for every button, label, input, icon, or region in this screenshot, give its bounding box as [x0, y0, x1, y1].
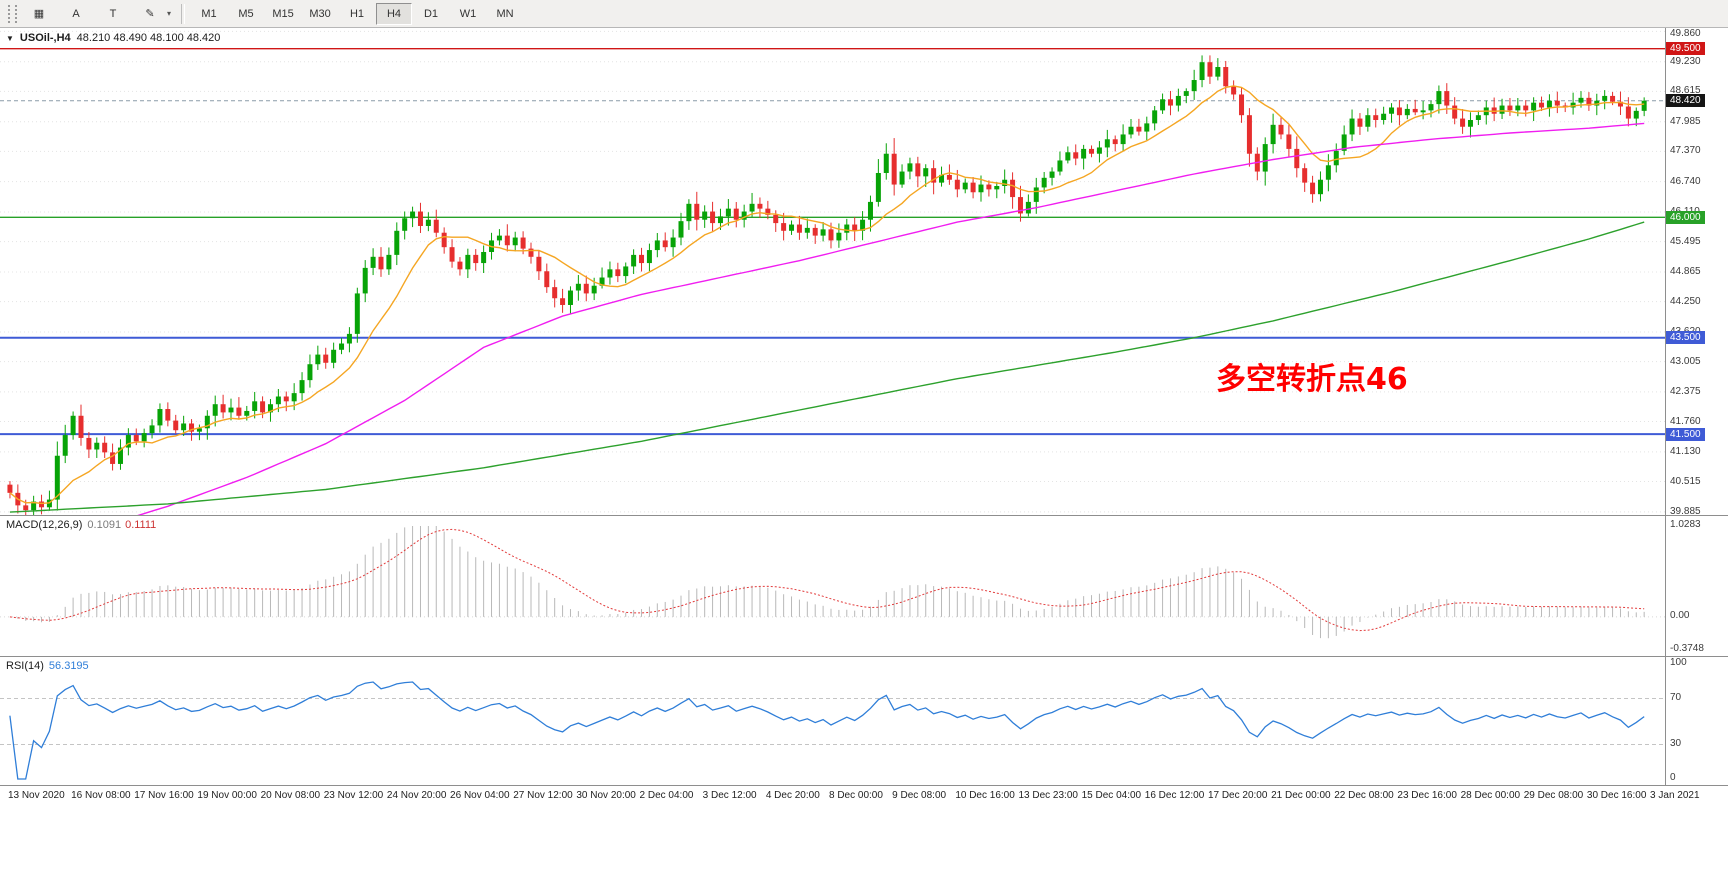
time-label: 4 Dec 20:00	[765, 790, 820, 801]
time-label: 22 Dec 08:00	[1334, 790, 1394, 801]
time-label: 2 Dec 04:00	[639, 790, 694, 801]
price-level-badge: 41.500	[1666, 427, 1705, 441]
time-label: 19 Nov 00:00	[197, 790, 257, 801]
timeframe-d1-button[interactable]: D1	[423, 7, 439, 20]
price-tick-label: 48.615	[1670, 85, 1701, 97]
time-label: 16 Nov 08:00	[71, 790, 131, 801]
time-label: 29 Dec 08:00	[1523, 790, 1584, 801]
time-label: 10 Dec 16:00	[955, 790, 1015, 801]
time-label: 15 Dec 04:00	[1081, 790, 1142, 801]
main-chart-panel[interactable]: ▼ USOil-,H4 48.210 48.490 48.100 48.420 …	[0, 28, 1728, 515]
dropdown-caret-icon[interactable]: ▾	[167, 9, 172, 18]
timeframe-m5-button[interactable]: M5	[238, 7, 254, 20]
macd-value-signal: 0.1111	[125, 519, 157, 531]
time-label: 27 Nov 12:00	[513, 790, 573, 801]
time-label: 17 Nov 16:00	[134, 790, 194, 801]
letter-t-button[interactable]: T	[109, 7, 117, 20]
macd-axis[interactable]: 1.0283 0.00 -0.3748	[1665, 516, 1728, 656]
timeframe-buttons: M1 M5 M15 M30 H1 H4 D1 W1 MN	[191, 2, 523, 25]
macd-name: MACD(12,26,9)	[6, 519, 83, 531]
rsi-tick-label: 70	[1670, 691, 1682, 703]
price-tick-label: 41.130	[1670, 445, 1701, 457]
price-tick-label: 39.885	[1670, 505, 1701, 515]
time-label: 26 Nov 04:00	[450, 790, 510, 801]
toolbar-separator	[181, 3, 186, 24]
time-label: 24 Nov 20:00	[386, 790, 447, 801]
time-label: 8 Dec 00:00	[829, 790, 883, 801]
price-tick-label: 45.495	[1670, 235, 1701, 247]
price-tick-label: 49.860	[1670, 28, 1701, 39]
time-label: 28 Dec 00:00	[1460, 790, 1521, 801]
rsi-label: RSI(14) 56.3195	[6, 660, 89, 672]
price-tick-label: 44.250	[1670, 295, 1701, 307]
time-label: 9 Dec 08:00	[892, 790, 947, 801]
rsi-value: 56.3195	[48, 660, 89, 672]
rsi-tick-label: 100	[1670, 657, 1687, 668]
timeframe-mn-button[interactable]: MN	[496, 7, 514, 20]
price-tick-label: 47.370	[1670, 145, 1701, 157]
symbol-period-label: USOil-,H4	[19, 32, 71, 44]
macd-label: MACD(12,26,9) 0.1091 0.1111	[6, 519, 156, 531]
timeframe-h1-button[interactable]: H1	[349, 7, 365, 20]
time-label: 13 Nov 2020	[7, 790, 65, 801]
rsi-name: RSI(14)	[6, 660, 44, 672]
draw-tool-button[interactable]: ✎	[145, 8, 155, 20]
toolbar: ▦ A T ✎ ▾ M1 M5 M15 M30 H1 H4 D1 W1 MN	[0, 0, 1728, 28]
current-price-badge: 48.420	[1666, 94, 1705, 108]
chart-annotation-text: 多空转折点46	[1216, 362, 1408, 397]
price-tick-label: 47.985	[1670, 115, 1701, 127]
macd-tick-label: 1.0283	[1670, 519, 1701, 530]
time-label: 3 Dec 12:00	[702, 790, 757, 801]
macd-tick-label: 0.00	[1670, 609, 1690, 621]
price-axis[interactable]: 49.86049.23048.61547.98547.37046.74046.1…	[1665, 28, 1728, 515]
time-label: 23 Dec 16:00	[1397, 790, 1457, 801]
time-axis[interactable]: 13 Nov 2020 16 Nov 08:00 17 Nov 16:00 19 No…	[0, 785, 1728, 812]
timeframe-h4-button[interactable]: H4	[376, 2, 413, 25]
ohlc-values: 48.210 48.490 48.100 48.420	[76, 32, 221, 44]
timeframe-m30-button[interactable]: M30	[309, 7, 331, 20]
price-level-badge: 49.500	[1666, 42, 1705, 56]
rsi-tick-label: 0	[1670, 772, 1676, 783]
rsi-canvas[interactable]	[0, 658, 1666, 785]
time-label: 16 Dec 12:00	[1144, 790, 1205, 801]
time-label: 21 Dec 00:00	[1271, 790, 1331, 801]
price-level-badge: 43.500	[1666, 331, 1705, 345]
price-tick-label: 44.865	[1670, 265, 1701, 277]
chart-legend: ▼ USOil-,H4 48.210 48.490 48.100 48.420	[6, 32, 220, 44]
timeframe-m1-button[interactable]: M1	[201, 7, 217, 20]
time-label: 30 Dec 16:00	[1586, 790, 1647, 801]
macd-tick-label: -0.3748	[1670, 643, 1704, 654]
price-tick-label: 49.230	[1670, 55, 1701, 67]
one-click-trading-toggle-icon[interactable]: ▼	[6, 33, 14, 43]
time-label: 17 Dec 20:00	[1207, 790, 1268, 801]
rsi-axis[interactable]: 100 70 30 0	[1665, 657, 1728, 785]
timeframe-m15-button[interactable]: M15	[272, 7, 294, 20]
macd-canvas[interactable]	[0, 517, 1666, 656]
macd-value-main: 0.1091	[87, 519, 122, 531]
price-level-badge: 46.000	[1666, 210, 1705, 224]
time-label: 20 Nov 08:00	[260, 790, 321, 801]
toolbar-grip[interactable]	[8, 4, 17, 23]
price-tick-label: 41.760	[1670, 415, 1701, 427]
price-tick-label: 43.005	[1670, 355, 1701, 367]
time-label: 23 Nov 12:00	[323, 790, 384, 801]
macd-panel[interactable]: MACD(12,26,9) 0.1091 0.1111 1.0283 0.00 -0.3…	[0, 515, 1728, 656]
timeframe-w1-button[interactable]: W1	[459, 7, 477, 20]
rsi-tick-label: 30	[1670, 737, 1682, 749]
time-label: 3 Jan 2021	[1650, 790, 1700, 801]
price-tick-label: 40.515	[1670, 475, 1701, 487]
rsi-panel[interactable]: RSI(14) 56.3195 100 70 30 0	[0, 656, 1728, 785]
chart-templates-button[interactable]: ▦	[33, 8, 45, 20]
empty-area	[0, 812, 1728, 890]
toolbar-left-buttons: ▦ A T ✎ ▾	[21, 3, 175, 25]
price-tick-label: 42.375	[1670, 385, 1701, 397]
letter-a-button[interactable]: A	[72, 7, 80, 20]
time-label: 13 Dec 23:00	[1018, 790, 1078, 801]
price-tick-label: 46.740	[1670, 175, 1701, 187]
price-chart-canvas[interactable]	[0, 28, 1666, 515]
time-label: 30 Nov 20:00	[576, 790, 636, 801]
